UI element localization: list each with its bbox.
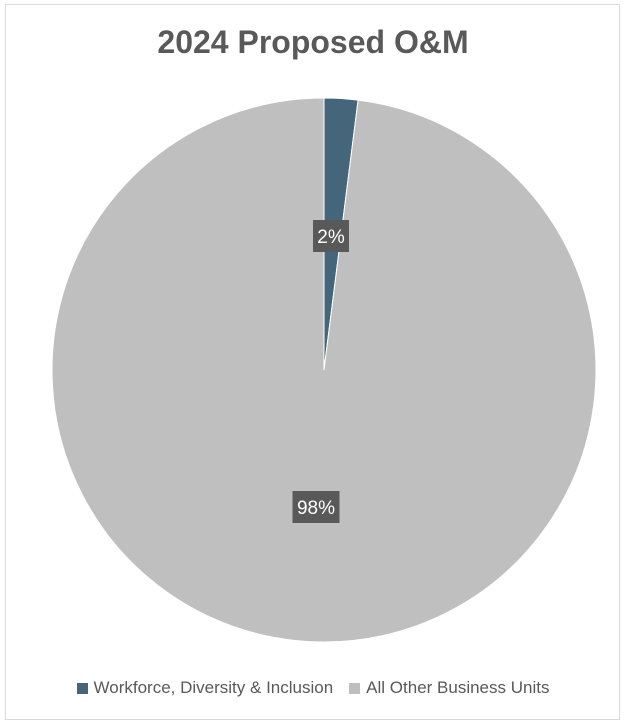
chart-title: 2024 Proposed O&M — [157, 24, 469, 60]
data-label-other-box — [292, 491, 340, 523]
data-label-workforce-box — [313, 220, 349, 252]
legend-swatch-workforce — [76, 682, 88, 694]
legend: Workforce, Diversity & Inclusion All Oth… — [0, 678, 626, 698]
data-label-other-text: 98% — [297, 498, 335, 519]
data-label-other: 98% — [292, 491, 340, 523]
legend-label-other: All Other Business Units — [366, 678, 550, 697]
legend-item-other: All Other Business Units — [349, 678, 549, 698]
legend-item-workforce: Workforce, Diversity & Inclusion — [76, 678, 334, 698]
data-label-workforce: 2% — [313, 220, 349, 252]
legend-label-workforce: Workforce, Diversity & Inclusion — [93, 678, 334, 697]
legend-swatch-other — [349, 682, 361, 694]
pie-slice-other — [51, 97, 597, 643]
data-label-workforce-text: 2% — [317, 227, 345, 248]
